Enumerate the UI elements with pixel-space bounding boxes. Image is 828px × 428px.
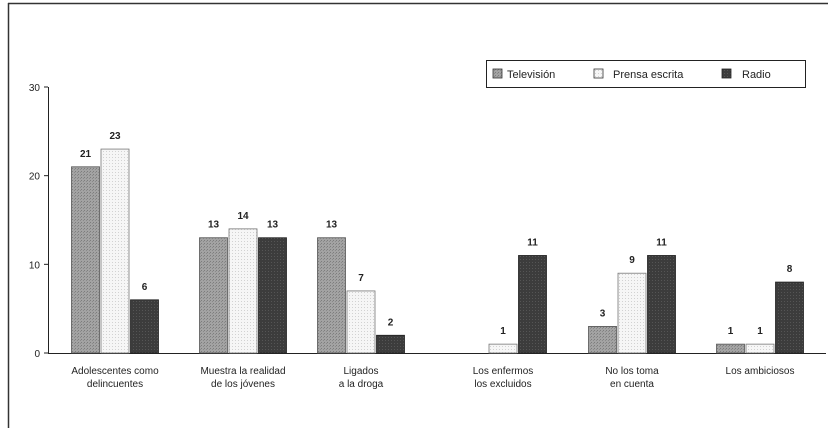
- x-tick-label: Ligados: [343, 366, 378, 377]
- bar-ra-5: [775, 281, 804, 354]
- x-tick-label: Adolescentes como: [71, 366, 159, 377]
- legend-box: [486, 60, 806, 88]
- bar-pr-5: [745, 343, 775, 354]
- bar-ra-2: [376, 334, 405, 354]
- x-tick-label: Muestra la realidad: [200, 366, 285, 377]
- data-label-ra-0: 6: [142, 282, 148, 293]
- data-label-tv-0: 21: [80, 149, 92, 160]
- data-label-pr-3: 1: [500, 326, 506, 337]
- x-tick-label: delincuentes: [87, 379, 143, 390]
- data-label-pr-0: 23: [109, 131, 121, 142]
- bar-tv-5: [716, 343, 745, 354]
- x-tick-label: Los ambiciosos: [726, 366, 795, 377]
- x-tick-label: de los jóvenes: [211, 379, 275, 390]
- bar-tv-4: [588, 325, 617, 354]
- bar-pr-0: [100, 148, 130, 354]
- data-label-pr-4: 9: [629, 255, 635, 266]
- bar-tv-0: [71, 166, 100, 354]
- x-tick-label: en cuenta: [610, 379, 654, 390]
- data-label-ra-5: 8: [787, 264, 793, 275]
- data-label-tv-2: 13: [326, 220, 338, 231]
- bar-tv-2: [317, 237, 346, 354]
- data-label-pr-5: 1: [757, 326, 763, 337]
- data-label-pr-1: 14: [237, 211, 249, 222]
- bar-ra-1: [258, 237, 287, 354]
- bar-tv-1: [199, 237, 228, 354]
- legend-label-ra: Radio: [742, 69, 771, 81]
- y-tick-label: 30: [29, 83, 41, 94]
- data-label-ra-3: 11: [527, 237, 538, 248]
- data-label-ra-1: 13: [267, 220, 279, 231]
- data-label-tv-5: 1: [728, 326, 734, 337]
- x-tick-label: Los enfermos: [473, 366, 534, 377]
- legend: Televisión Prensa escrita Radio: [486, 60, 806, 88]
- x-tick-label: a la droga: [339, 379, 384, 390]
- bar-pr-2: [346, 290, 376, 354]
- bar-pr-3: [488, 343, 518, 354]
- data-label-pr-2: 7: [358, 273, 364, 284]
- data-label-ra-4: 11: [656, 237, 667, 248]
- data-label-tv-4: 3: [600, 308, 606, 319]
- legend-swatch-pr: [593, 68, 604, 79]
- data-label-tv-1: 13: [208, 220, 220, 231]
- legend-swatch-ra: [721, 68, 732, 79]
- legend-label-pr: Prensa escrita: [613, 69, 684, 81]
- x-axis-labels: Adolescentes como delincuentes Muestra la …: [71, 366, 794, 390]
- legend-swatch-tv: [492, 68, 503, 79]
- x-tick-label: los excluidos: [474, 379, 531, 390]
- y-tick-label: 0: [34, 349, 40, 360]
- y-tick-label: 20: [29, 172, 41, 183]
- y-tick-label: 10: [29, 260, 41, 271]
- data-label-ra-2: 2: [388, 317, 394, 328]
- bar-ra-3: [518, 255, 547, 354]
- legend-label-tv: Televisión: [507, 69, 555, 81]
- y-axis-ticks: 0 10 20 30: [29, 83, 48, 360]
- bar-ra-4: [647, 255, 676, 354]
- x-tick-label: No los toma: [605, 366, 659, 377]
- bar-pr-4: [617, 272, 647, 354]
- bar-ra-0: [130, 299, 159, 354]
- bar-pr-1: [228, 228, 258, 354]
